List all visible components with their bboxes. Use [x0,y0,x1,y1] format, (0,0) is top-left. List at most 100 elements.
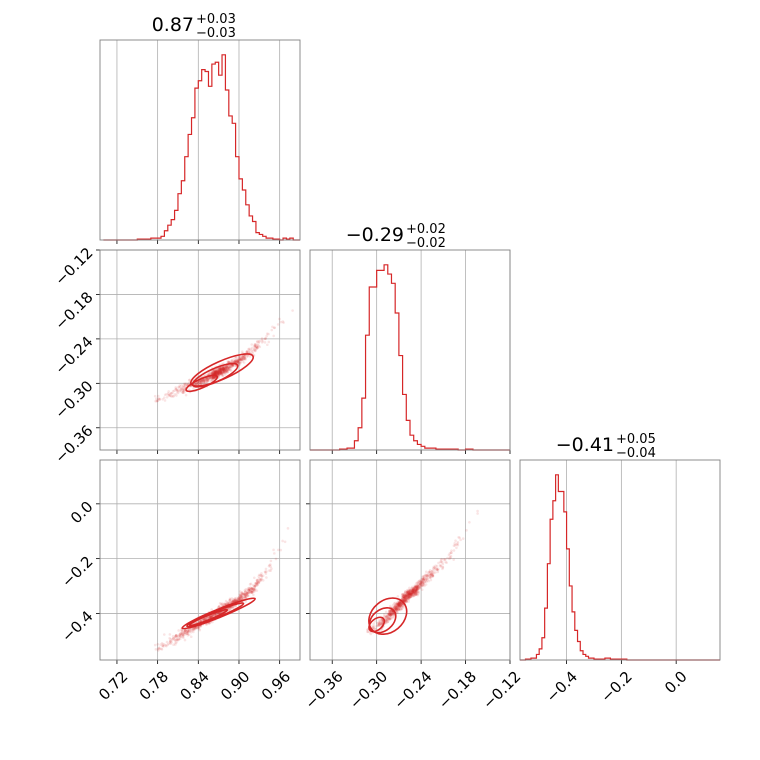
scatter-point [246,591,250,594]
scatter-point [206,616,209,620]
scatter-point [385,618,389,621]
scatter-point [388,617,391,621]
scatter-point [398,601,402,605]
scatter-point [183,391,186,394]
scatter-point [403,596,407,599]
scatter-point [254,583,257,586]
scatter-point [256,578,260,582]
scatter-point [456,543,460,547]
x-tick-label: −0.24 [390,668,435,713]
scatter-point [269,563,272,566]
scatter-point [412,589,415,592]
scatter-point [216,370,220,373]
scatter-point [240,358,243,362]
scatter-point [156,647,160,651]
scatter-point [243,357,247,361]
scatter-point [404,594,408,598]
scatter-point [421,581,424,584]
scatter-point [226,366,229,369]
scatter-point [199,381,202,385]
scatter-point [401,605,405,608]
scatter-point [242,357,246,360]
scatter-point [160,647,163,651]
scatter-point [246,588,249,591]
scatter-point [441,566,445,569]
scatter-point [228,598,231,602]
scatter-point [214,370,217,374]
scatter-point [218,369,221,373]
scatter-point [400,607,404,611]
scatter-point [430,569,434,573]
scatter-point [219,369,223,373]
scatter-point [416,586,419,590]
scatter-point [250,591,253,594]
scatter-point [380,622,383,625]
scatter-point [202,618,206,621]
scatter-point [259,578,263,581]
scatter-point [178,389,182,393]
scatter-point [395,607,399,611]
scatter-point [222,367,226,371]
scatter-point [228,366,231,370]
scatter-point [254,584,257,588]
scatter-point [245,591,249,595]
scatter-point [449,556,452,560]
scatter-point [408,592,412,596]
scatter-point [212,376,215,380]
scatter-point [223,366,226,369]
scatter-point [208,615,212,618]
scatter-point [222,368,225,372]
scatter-point [414,586,417,589]
scatter-point [238,597,242,601]
scatter-point [239,594,243,598]
scatter-point [373,619,377,623]
scatter-point [222,369,225,372]
scatter-point [408,593,411,597]
scatter-point [222,367,225,370]
scatter-point [224,365,228,368]
scatter-point [223,369,226,372]
scatter-point [402,596,406,600]
scatter-point [188,629,192,633]
scatter-point [404,596,407,600]
scatter-point [410,587,413,590]
scatter-point [398,601,401,605]
scatter-point [416,586,420,590]
scatter-point [199,380,202,384]
scatter-point [402,597,406,601]
scatter-point [414,585,418,588]
scatter-point [224,367,227,371]
scatter-point [251,346,254,350]
scatter-point [213,376,217,380]
scatter-points [366,509,479,636]
scatter-point [169,392,173,395]
scatter-point [251,351,255,355]
scatter-point [393,607,397,610]
scatter-point [212,376,215,379]
scatter-point [257,344,260,348]
scatter-point [459,538,462,542]
scatter-point [221,603,224,606]
scatter-point [407,593,411,596]
scatter-point [397,602,400,606]
scatter-point [455,546,458,550]
scatter-point [421,582,425,585]
scatter-point [413,591,417,594]
scatter-point [394,606,397,610]
scatter-point [247,589,251,592]
scatter-point [206,379,209,382]
scatter-point [214,372,218,375]
scatter-point [213,370,217,374]
scatter-point [216,371,220,375]
scatter-point [384,619,388,623]
scatter-point [419,582,423,586]
scatter-point [207,622,210,625]
scatter-point [219,371,223,374]
scatter-point [406,590,409,593]
scatter-point [412,592,416,595]
scatter-point [398,602,401,605]
scatter-point [244,357,248,361]
scatter-point [265,576,268,579]
scatter-point [404,594,407,598]
scatter-point [222,366,226,369]
